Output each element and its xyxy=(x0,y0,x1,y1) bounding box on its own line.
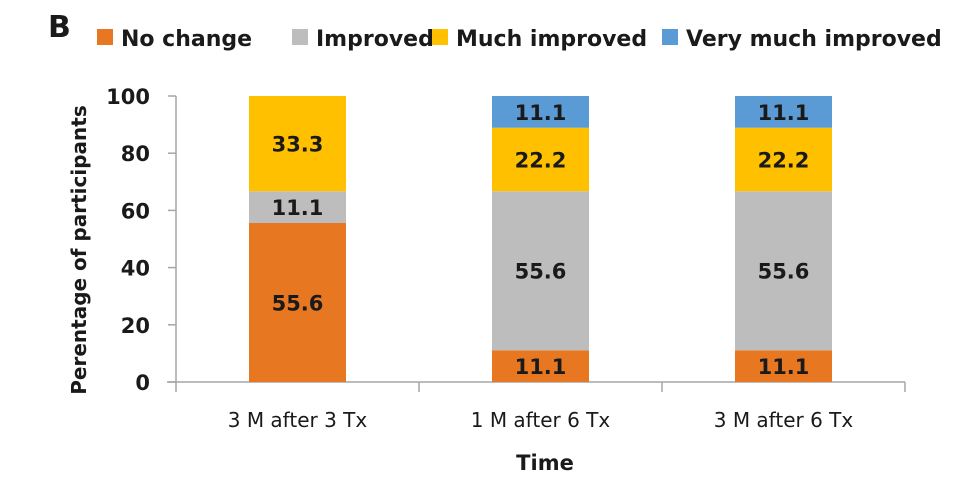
panel-label: B xyxy=(48,10,71,45)
plot-area: 0 20 40 60 80 100 3 M after 3 Tx 55.6 11.1 33.3 1 … xyxy=(106,85,906,432)
data-label: 11.1 xyxy=(515,355,567,379)
y-tick-label: 60 xyxy=(121,199,150,223)
y-tick-label: 40 xyxy=(121,257,150,281)
legend-swatch xyxy=(662,29,678,45)
bar-segment-improved xyxy=(492,191,589,351)
x-tick-label: 1 M after 6 Tx xyxy=(471,408,611,432)
y-tick-label: 0 xyxy=(135,371,150,395)
data-label: 11.1 xyxy=(758,101,810,125)
legend-swatch xyxy=(292,29,308,45)
x-tick-label: 3 M after 3 Tx xyxy=(228,408,368,432)
bar-segment-much-improved xyxy=(492,127,589,192)
data-label: 11.1 xyxy=(515,101,567,125)
legend-label: Much improved xyxy=(456,27,647,52)
legend-label: Improved xyxy=(316,27,434,52)
data-label: 55.6 xyxy=(515,260,567,284)
y-tick-label: 100 xyxy=(106,85,150,109)
legend-label: Very much improved xyxy=(686,27,942,52)
legend-swatch xyxy=(97,29,113,45)
bar-segment-improved xyxy=(735,191,832,351)
bar-segment-very-much-improved xyxy=(735,96,832,128)
y-axis-label: Perentage of participants xyxy=(67,105,91,395)
legend-swatch xyxy=(432,29,448,45)
bar-segment-much-improved xyxy=(735,127,832,192)
bar-segment-no-change xyxy=(249,222,346,382)
x-axis-label: Time xyxy=(516,451,574,475)
bar-segment-no-change xyxy=(735,350,832,382)
y-tick-label: 80 xyxy=(121,142,150,166)
bar-segment-much-improved xyxy=(249,96,346,192)
data-label: 22.2 xyxy=(758,148,810,172)
data-label: 55.6 xyxy=(272,291,324,315)
data-label: 33.3 xyxy=(272,133,324,157)
data-label: 55.6 xyxy=(758,260,810,284)
bar-segment-no-change xyxy=(492,350,589,382)
data-label: 22.2 xyxy=(515,148,567,172)
bar-segment-improved xyxy=(249,191,346,223)
data-label: 11.1 xyxy=(758,355,810,379)
x-tick-label: 3 M after 6 Tx xyxy=(714,408,854,432)
legend-label: No change xyxy=(121,27,252,52)
y-tick-label: 20 xyxy=(121,314,150,338)
data-label: 11.1 xyxy=(272,196,324,220)
legend: No change Improved Much improved Very much … xyxy=(97,27,942,52)
bar-segment-very-much-improved xyxy=(492,96,589,128)
